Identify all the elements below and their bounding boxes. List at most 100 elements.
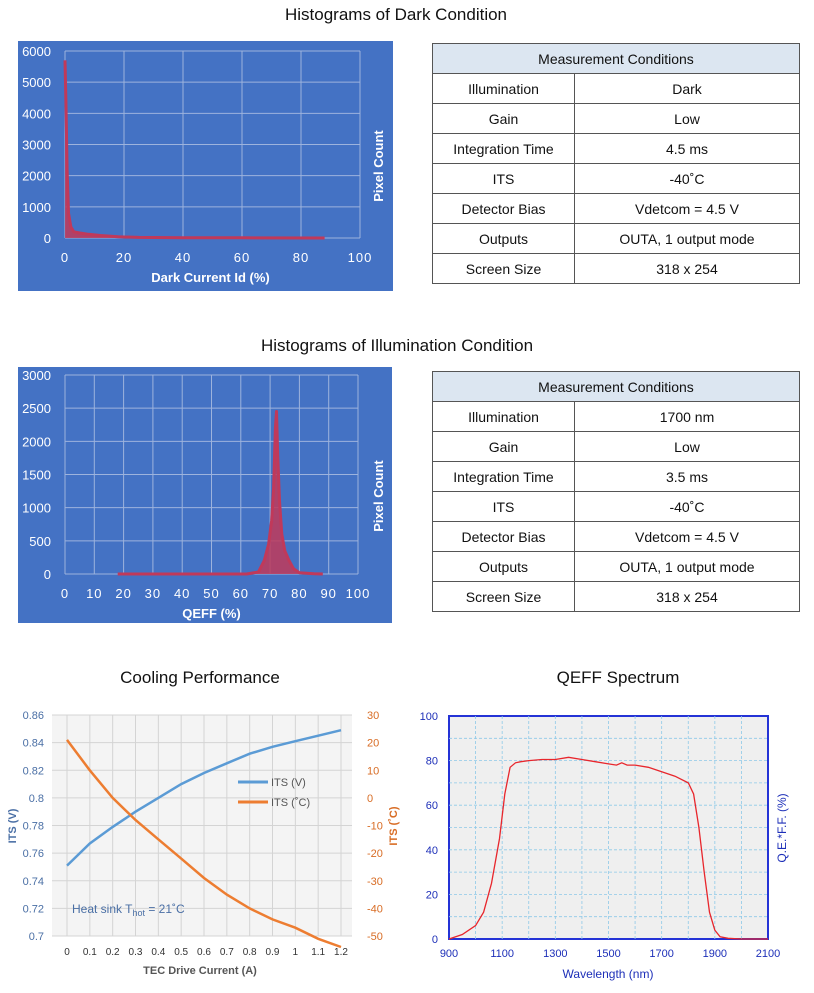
y-tick-label: 0 (44, 231, 51, 246)
x-tick-label: 20 (116, 250, 132, 265)
y2-axis-label: ITS (˚C) (388, 806, 400, 845)
chart-dark: 0 20 40 60 80 1000100020003000400050006000Dar… (18, 41, 393, 291)
condition-value: OUTA, 1 output mode (574, 223, 800, 254)
y-tick-label: 500 (29, 534, 51, 549)
annotation-subscript: hot (132, 908, 145, 918)
table-row: Screen Size 318 x 254 (432, 581, 800, 612)
table-row: Outputs OUTA, 1 output mode (432, 551, 800, 582)
y-tick-label: 0 (432, 934, 438, 946)
condition-label: Detector Bias (432, 521, 575, 552)
series-line (66, 728, 342, 867)
x-tick-label: 1300 (543, 948, 567, 960)
condition-value: OUTA, 1 output mode (574, 551, 800, 582)
illum-conditions-table: Measurement Conditions Illumination 1700 … (432, 371, 800, 612)
condition-value: 318 x 254 (574, 253, 800, 284)
x-tick-label: 0.1 (83, 947, 97, 958)
plot-background (18, 367, 392, 623)
chart-title: Cooling Performance (120, 668, 280, 687)
histogram-area (117, 411, 323, 574)
condition-value: 318 x 254 (574, 581, 800, 612)
condition-value: Vdetcom = 4.5 V (574, 521, 800, 552)
x-tick-label: 70 (262, 586, 278, 601)
y-tick-label: 0.74 (23, 876, 44, 888)
table-row: Detector Bias Vdetcom = 4.5 V (432, 193, 800, 224)
y2-tick-label: -50 (367, 931, 383, 943)
y-tick-label: 0.78 (23, 821, 44, 833)
table-row: Gain Low (432, 103, 800, 134)
x-tick-label: 100 (348, 250, 373, 265)
x-tick-label: 0.3 (129, 947, 143, 958)
x-tick-label: 0.4 (151, 947, 165, 958)
condition-value: -40˚C (574, 491, 800, 522)
table-header-row: Measurement Conditions (432, 43, 800, 74)
condition-label: ITS (432, 163, 575, 194)
y-tick-label: 1500 (22, 468, 51, 483)
x-tick-label: 1100 (490, 948, 514, 960)
table-row: Detector Bias Vdetcom = 4.5 V (432, 521, 800, 552)
table-row: Illumination Dark (432, 73, 800, 104)
y-axis-label: ITS (V) (7, 808, 19, 843)
x-axis-label: QEFF (%) (182, 606, 241, 621)
x-tick-label: 1700 (649, 948, 673, 960)
y2-tick-label: -30 (367, 876, 383, 888)
x-tick-label: 0.6 (197, 947, 211, 958)
y-tick-label: 0.76 (23, 848, 44, 860)
y2-tick-label: -40 (367, 903, 383, 915)
y-tick-label: 1000 (22, 501, 51, 516)
y-tick-label: 0.7 (29, 931, 44, 943)
x-axis-label: TEC Drive Current (A) (143, 965, 257, 977)
dark-conditions-table: Measurement Conditions Illumination Dark … (432, 43, 800, 284)
condition-label: Illumination (432, 401, 575, 432)
table-row: Gain Low (432, 431, 800, 462)
x-tick-label: 20 (115, 586, 131, 601)
y-tick-label: 0.82 (23, 765, 44, 777)
x-tick-label: 50 (203, 586, 219, 601)
condition-value: Low (574, 103, 800, 134)
x-tick-label: 90 (320, 586, 336, 601)
table-row: Integration Time 4.5 ms (432, 133, 800, 164)
condition-label: ITS (432, 491, 575, 522)
y-tick-label: 60 (426, 800, 438, 812)
y-tick-label: 6000 (22, 44, 51, 59)
spectrum-line (448, 756, 768, 940)
x-tick-label: 900 (440, 948, 458, 960)
dark-section-title: Histograms of Dark Condition (284, 5, 508, 24)
histogram-line (117, 410, 323, 576)
condition-value: 3.5 ms (574, 461, 800, 492)
y-tick-label: 40 (426, 845, 438, 857)
y-tick-label: 3000 (22, 138, 51, 153)
x-tick-label: 10 (86, 586, 102, 601)
condition-value: Low (574, 431, 800, 462)
x-tick-label: 80 (291, 586, 307, 601)
series-line (66, 739, 342, 949)
x-tick-label: 0 (61, 250, 69, 265)
condition-label: Gain (432, 431, 575, 462)
legend-label: ITS (˚C) (271, 797, 310, 809)
table-row: ITS -40˚C (432, 163, 800, 194)
x-tick-label: 60 (234, 250, 250, 265)
table-header: Measurement Conditions (432, 43, 800, 74)
table-row: Outputs OUTA, 1 output mode (432, 223, 800, 254)
x-tick-label: 1500 (596, 948, 620, 960)
y-tick-label: 0 (44, 567, 51, 582)
annotation-suffix: = 21˚C (145, 902, 185, 916)
y2-tick-label: -20 (367, 848, 383, 860)
y-tick-label: 0.8 (29, 793, 44, 805)
x-tick-label: 0.5 (174, 947, 188, 958)
y-tick-label: 0.86 (23, 710, 44, 722)
condition-label: Outputs (432, 223, 575, 254)
x-tick-label: 40 (174, 586, 190, 601)
y-tick-label: 4000 (22, 106, 51, 121)
x-tick-label: 0.8 (243, 947, 257, 958)
x-tick-label: 0 (61, 586, 69, 601)
condition-label: Illumination (432, 73, 575, 104)
condition-label: Screen Size (432, 581, 575, 612)
y-tick-label: 3000 (22, 368, 51, 383)
condition-label: Integration Time (432, 133, 575, 164)
condition-label: Outputs (432, 551, 575, 582)
condition-value: 1700 nm (574, 401, 800, 432)
y-tick-label: 0.72 (23, 903, 44, 915)
table-row: Screen Size 318 x 254 (432, 253, 800, 284)
y-axis-label: Pixel Count (371, 460, 386, 532)
x-tick-label: 1 (293, 947, 299, 958)
